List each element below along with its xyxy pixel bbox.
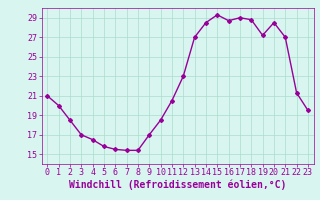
X-axis label: Windchill (Refroidissement éolien,°C): Windchill (Refroidissement éolien,°C) [69, 180, 286, 190]
